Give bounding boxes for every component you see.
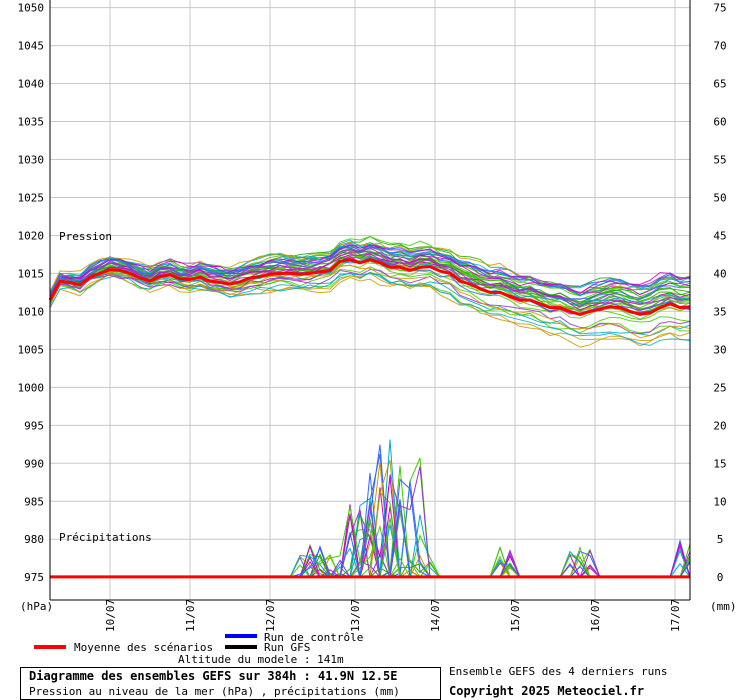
legend-label-gfs: Run GFS [264, 641, 310, 654]
left-tick-label: 1025 [18, 191, 45, 204]
right-tick-label: 10 [713, 495, 726, 508]
left-tick-label: 1040 [18, 78, 45, 91]
mean-line-group [48, 258, 691, 579]
date-tick-label: 11/07 [184, 599, 197, 632]
left-tick-label: 1020 [18, 229, 45, 242]
left-tick-label: 1045 [18, 40, 45, 53]
left-tick-label: 985 [24, 495, 44, 508]
right-tick-label: 65 [713, 78, 726, 91]
right-tick-label: 40 [713, 267, 726, 280]
altitude-note: Altitude du modele : 141m [178, 653, 344, 666]
precip-annotation: Précipitations [59, 531, 152, 544]
ensemble-member-line [49, 272, 691, 346]
date-tick-label: 10/07 [104, 599, 117, 632]
right-tick-label: 70 [713, 40, 726, 53]
ensemble-member-line [49, 255, 691, 307]
right-tick-label: 55 [713, 153, 726, 166]
right-tick-label: 20 [713, 419, 726, 432]
ensemble-member-line [49, 245, 691, 296]
left-tick-label: 1005 [18, 343, 45, 356]
left-tick-label: 975 [24, 571, 44, 584]
left-tick-label: 1010 [18, 305, 45, 318]
pressure-annotation: Pression [59, 230, 112, 243]
axes [49, 0, 691, 601]
chart-title: Diagramme des ensembles GEFS sur 384h : … [29, 669, 398, 683]
legend-label-mean: Moyenne des scénarios [74, 641, 213, 654]
left-tick-label: 1015 [18, 267, 45, 280]
date-tick-label: 16/07 [589, 599, 602, 632]
ensemble-members [49, 235, 691, 348]
left-tick-label: 980 [24, 533, 44, 546]
precip-members [50, 439, 691, 579]
chart-subtitle: Pression au niveau de la mer (hPa) , pré… [29, 685, 400, 698]
copyright: Copyright 2025 Meteociel.fr [449, 684, 645, 698]
ensemble-member-line [49, 246, 691, 294]
right-tick-label: 5 [717, 533, 724, 546]
date-tick-label: 15/07 [509, 599, 522, 632]
ensemble-member-line [49, 272, 691, 347]
ensemble-member-line [49, 253, 691, 311]
ensemble-member-line [49, 272, 691, 348]
right-tick-label: 35 [713, 305, 726, 318]
source-note: Ensemble GEFS des 4 derniers runs [449, 665, 668, 678]
right-tick-label: 45 [713, 229, 726, 242]
right-tick-label: 0 [717, 571, 724, 584]
mean-pressure-line [48, 258, 691, 316]
date-tick-label: 14/07 [429, 599, 442, 632]
ensemble-member-line [49, 269, 691, 335]
right-tick-label: 30 [713, 343, 726, 356]
right-axis-label: (mm) [710, 600, 737, 613]
title-box [20, 667, 441, 700]
date-tick-label: 17/07 [669, 599, 682, 632]
legend-label-control: Run de contrôle [264, 631, 363, 644]
axis-labels: 1050104510401035103010251020101510101005… [18, 2, 737, 632]
right-tick-label: 15 [713, 457, 726, 470]
ensemble-member-line [49, 239, 691, 293]
legend: Moyenne des scénarios Run de contrôleRun … [34, 631, 363, 654]
left-tick-label: 1030 [18, 153, 45, 166]
left-tick-label: 995 [24, 419, 44, 432]
right-tick-label: 75 [713, 2, 726, 15]
left-tick-label: 990 [24, 457, 44, 470]
precip-member-line [50, 517, 691, 579]
ensemble-member-line [49, 260, 691, 319]
ensemble-member-line [49, 243, 691, 298]
left-tick-label: 1000 [18, 381, 45, 394]
left-tick-label: 1035 [18, 116, 45, 129]
date-tick-label: 13/07 [349, 599, 362, 632]
right-tick-label: 60 [713, 116, 726, 129]
right-tick-label: 50 [713, 191, 726, 204]
left-axis-label: (hPa) [20, 600, 53, 613]
date-tick-label: 12/07 [264, 599, 277, 632]
left-tick-label: 1050 [18, 2, 45, 15]
right-tick-label: 25 [713, 381, 726, 394]
